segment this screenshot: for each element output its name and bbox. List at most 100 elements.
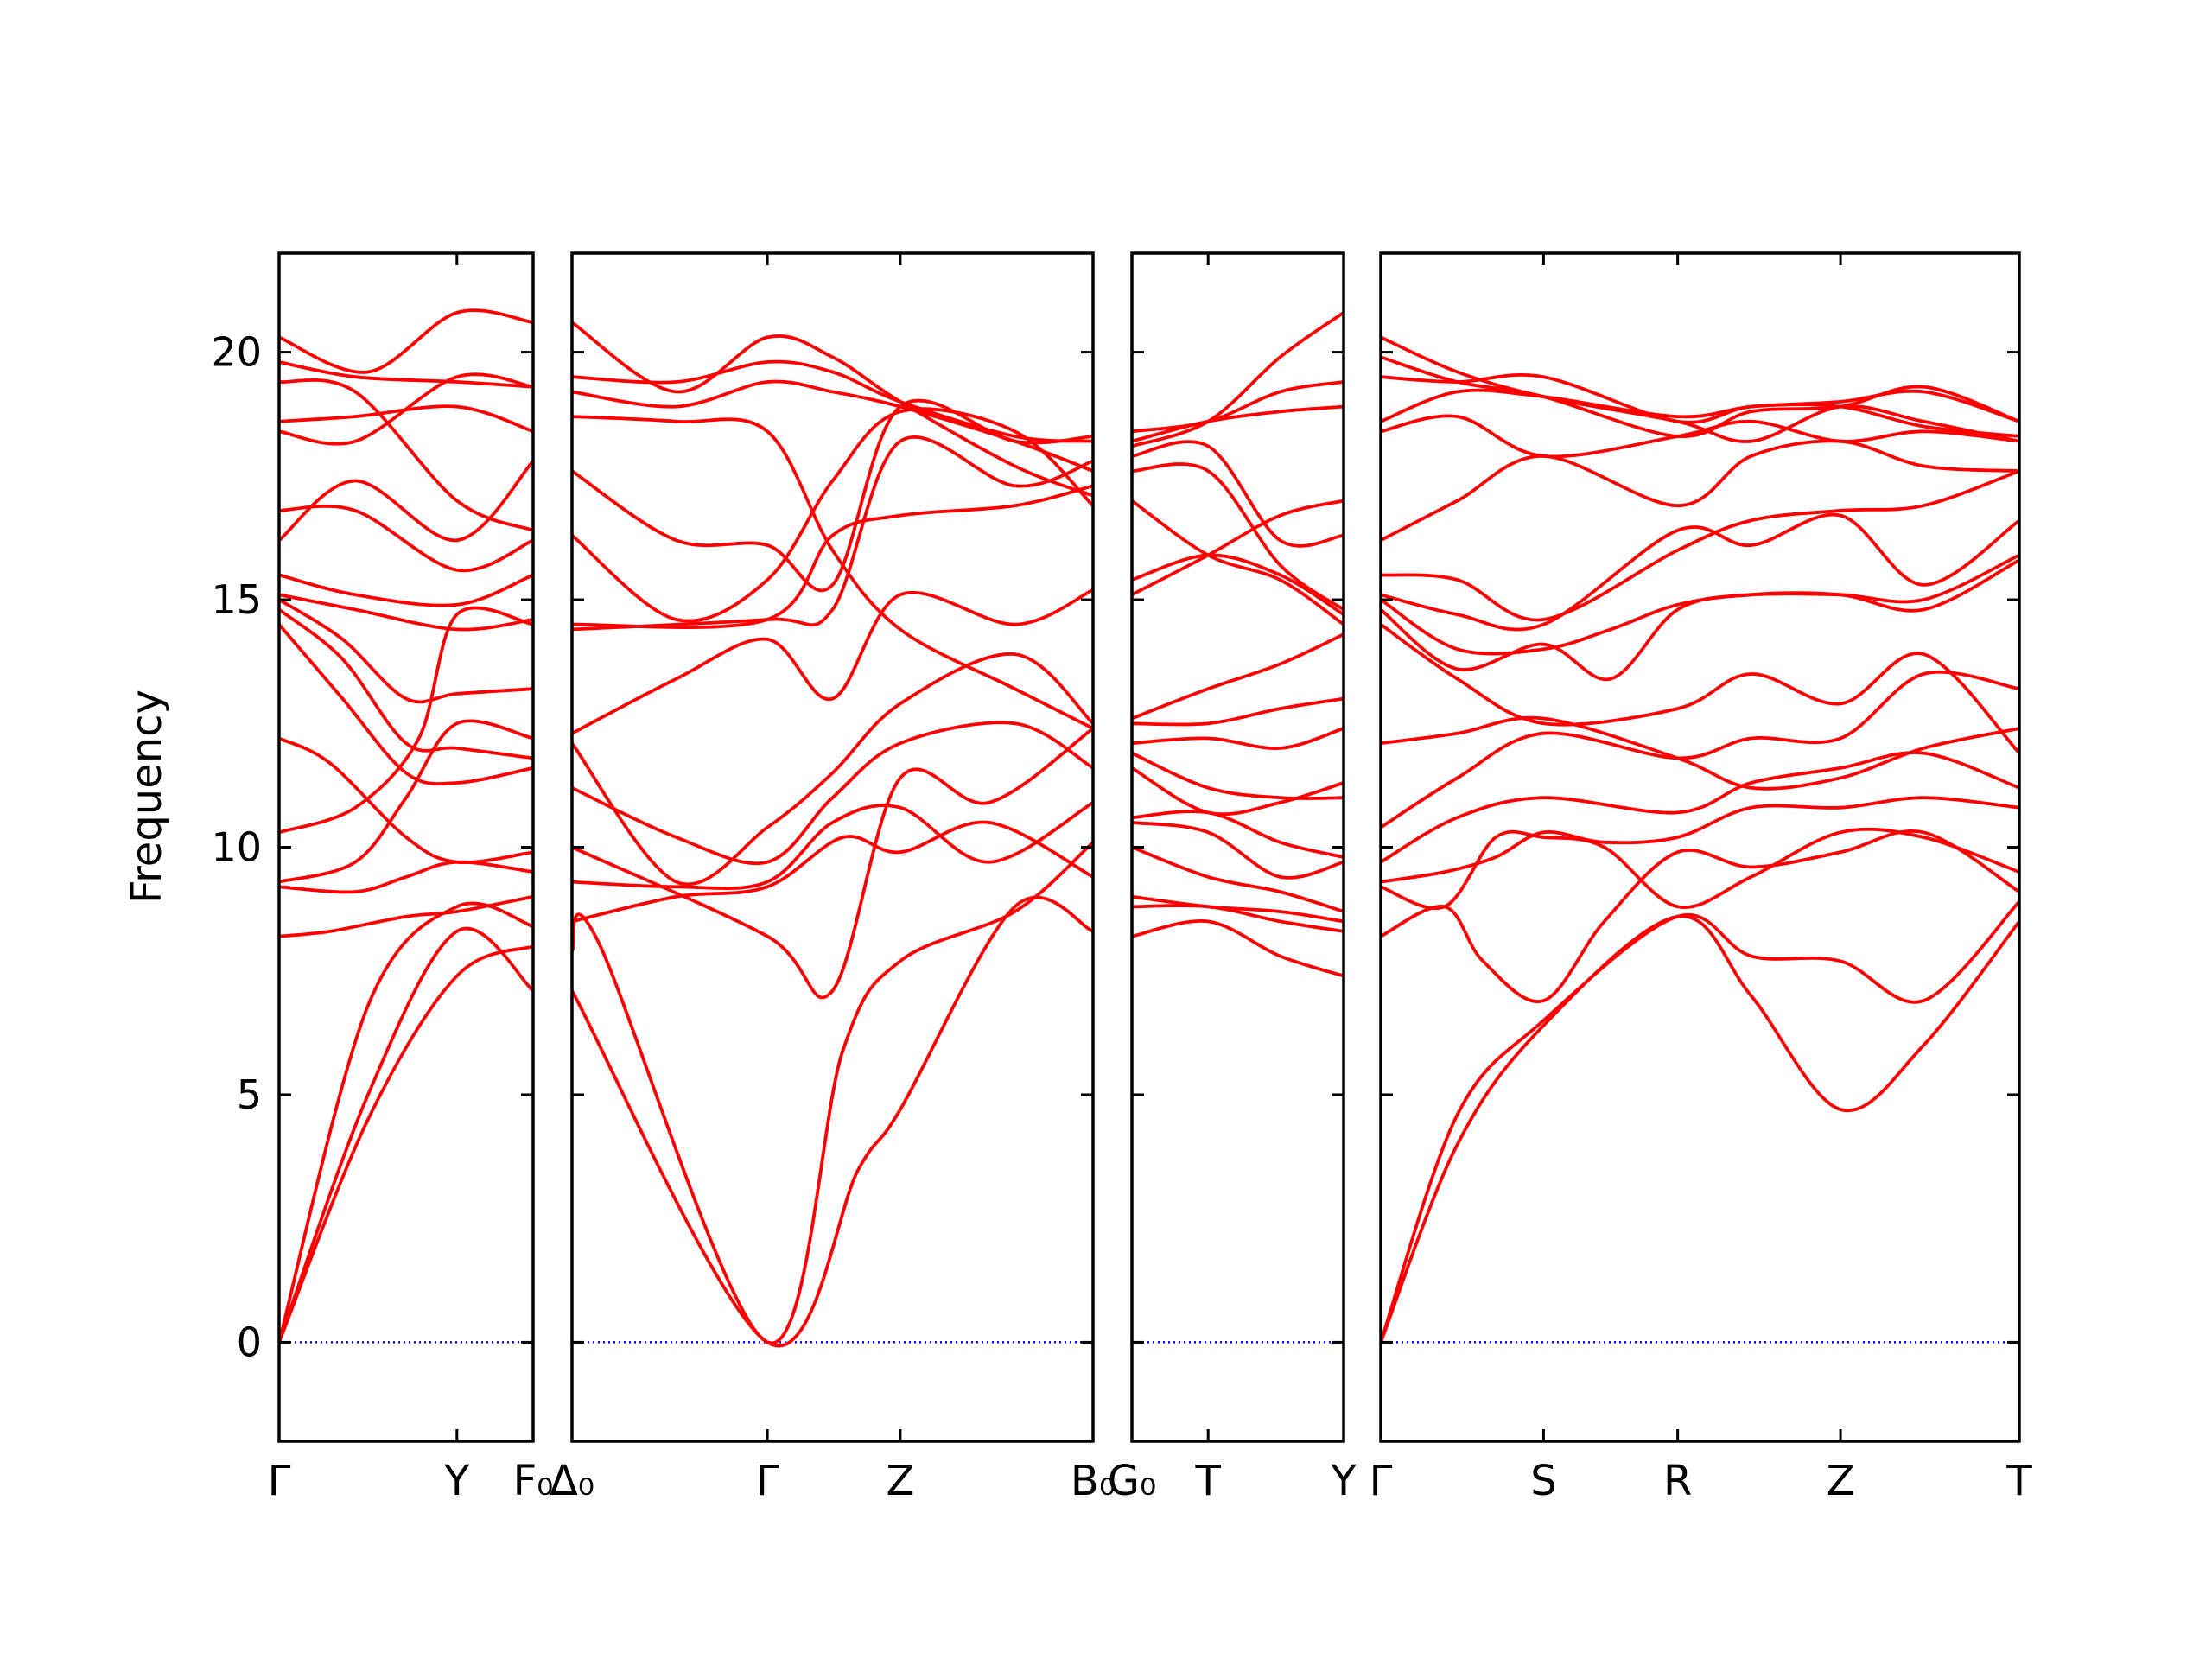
band-line-19 <box>1132 310 1344 448</box>
band-line-15 <box>572 359 1093 443</box>
band-line-10 <box>279 607 533 760</box>
band-line-12 <box>279 593 533 632</box>
band-line-18 <box>279 378 533 532</box>
band-line-18 <box>1132 380 1344 434</box>
x-tick-label: Y <box>1330 1457 1357 1505</box>
band-line-2 <box>1381 899 2019 1344</box>
band-line-18 <box>1381 355 2019 438</box>
band-line-7 <box>279 606 533 835</box>
band-line-16 <box>1381 388 2019 423</box>
band-line-12 <box>1381 512 2019 632</box>
band-line-3 <box>1381 830 2019 1004</box>
band-line-6 <box>1132 810 1344 859</box>
band-line-9 <box>1132 727 1344 750</box>
band-line-1 <box>279 944 533 1344</box>
band-line-20 <box>279 308 533 374</box>
y-tick-label: 5 <box>237 1071 262 1118</box>
band-line-9 <box>572 484 1093 629</box>
x-tick-label: Γ <box>1370 1457 1393 1505</box>
x-tick-label: Δ₀ <box>550 1457 594 1505</box>
band-line-4 <box>279 894 533 938</box>
panel-frame <box>1130 251 1345 1443</box>
band-line-5 <box>279 860 533 894</box>
band-line-19 <box>279 360 533 389</box>
band-line-8 <box>572 588 1093 735</box>
band-group <box>279 308 533 1344</box>
x-tick-label: Z <box>1827 1457 1855 1505</box>
band-line-2 <box>572 840 1093 1345</box>
band-group <box>1381 335 2019 1344</box>
band-line-2 <box>1132 904 1344 933</box>
band-line-12 <box>1132 499 1344 597</box>
band-line-8 <box>1381 715 2019 791</box>
band-group <box>1132 310 1344 978</box>
band-line-13 <box>1132 553 1344 617</box>
band-line-13 <box>572 415 1093 730</box>
band-line-15 <box>1132 462 1344 612</box>
band-line-16 <box>1132 440 1344 548</box>
x-tick-label: Z <box>886 1457 914 1505</box>
band-line-3 <box>1132 894 1344 924</box>
band-line-1 <box>1132 918 1344 978</box>
x-tick-label: F₀ <box>513 1457 554 1505</box>
x-tick-label: R <box>1663 1457 1692 1505</box>
band-line-6 <box>279 719 533 884</box>
y-axis-label: Frequency <box>123 690 171 904</box>
y-tick-label: 15 <box>211 576 262 623</box>
band-line-16 <box>572 321 1093 498</box>
band-line-4 <box>1132 845 1344 913</box>
x-tick-label: S <box>1530 1457 1556 1505</box>
band-line-14 <box>572 379 1093 473</box>
band-line-3 <box>572 820 1093 924</box>
band-line-7 <box>1132 766 1344 817</box>
band-line-8 <box>1132 751 1344 800</box>
x-tick-label: Y <box>443 1457 470 1505</box>
band-line-13 <box>279 573 533 607</box>
y-tick-label: 10 <box>211 824 262 871</box>
band-line-1 <box>572 895 1093 1348</box>
band-line-7 <box>1381 670 2019 830</box>
band-line-14 <box>1381 439 2019 543</box>
band-line-11 <box>1381 553 2019 656</box>
band-line-17 <box>1132 404 1344 443</box>
panel-frame <box>277 251 535 1443</box>
y-tick-label: 20 <box>211 329 262 376</box>
band-line-6 <box>572 721 1093 866</box>
panel-1: 0 5 10 15 20 Γ Y F₀ <box>211 251 554 1505</box>
y-tick-label: 0 <box>237 1319 262 1365</box>
panel-2: Δ₀ Γ Z B₀ <box>550 251 1116 1505</box>
band-line-17 <box>279 404 533 434</box>
band-line-1 <box>1381 914 2019 1344</box>
band-line-9 <box>279 622 533 785</box>
band-line-11 <box>279 598 533 704</box>
x-tick-label: T <box>1195 1457 1222 1505</box>
panel-frame <box>570 251 1095 1443</box>
band-line-7 <box>572 652 1093 887</box>
x-tick-label: B₀ <box>1071 1457 1116 1505</box>
band-line-5 <box>572 727 1093 1000</box>
band-line-5 <box>1132 821 1344 880</box>
band-line-11 <box>1132 632 1344 721</box>
band-line-4 <box>572 801 1093 890</box>
x-tick-label: T <box>2005 1457 2032 1505</box>
band-line-8 <box>279 736 533 865</box>
band-line-10 <box>1132 696 1344 727</box>
band-line-10 <box>1381 558 2019 682</box>
panel-frame <box>1379 251 2021 1443</box>
band-line-5 <box>1381 796 2019 884</box>
x-tick-label: Γ <box>268 1457 291 1505</box>
band-group <box>572 321 1093 1348</box>
panel-3: G₀ T Y <box>1108 251 1357 1505</box>
band-line-15 <box>279 504 533 573</box>
band-line-10 <box>572 435 1093 632</box>
x-tick-label: Γ <box>756 1457 779 1505</box>
band-line-11 <box>572 407 1093 623</box>
band-line-14 <box>1132 499 1344 626</box>
band-line-9 <box>1381 622 2019 755</box>
band-line-13 <box>1381 469 2019 622</box>
band-line-2 <box>279 927 533 1344</box>
